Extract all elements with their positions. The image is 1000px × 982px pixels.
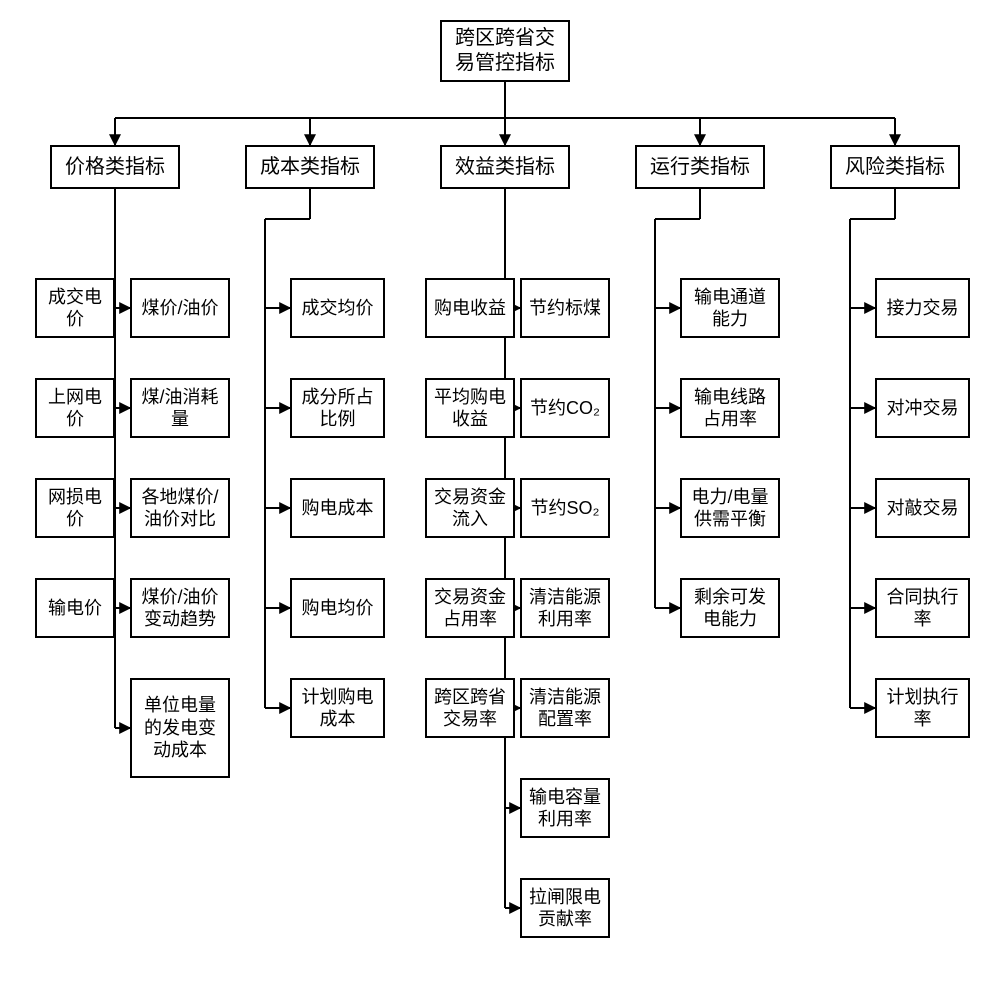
cat_cost-leaf-4: 计划购电成本	[290, 678, 385, 738]
cat_operate-leaf-0: 输电通道能力	[680, 278, 780, 338]
cat_risk-leaf-4: 计划执行率	[875, 678, 970, 738]
cat_benefit-right-2: 节约SO₂	[520, 478, 610, 538]
cat_price-right-2: 各地煤价/油价对比	[130, 478, 230, 538]
cat_benefit-right-6: 拉闸限电贡献率	[520, 878, 610, 938]
cat_cost: 成本类指标	[245, 145, 375, 189]
cat_benefit-right-3: 清洁能源利用率	[520, 578, 610, 638]
cat_benefit-left-2: 交易资金流入	[425, 478, 515, 538]
cat_price-right-0: 煤价/油价	[130, 278, 230, 338]
cat_cost-leaf-0: 成交均价	[290, 278, 385, 338]
cat_risk: 风险类指标	[830, 145, 960, 189]
cat_operate-leaf-1: 输电线路占用率	[680, 378, 780, 438]
cat_price-right-3: 煤价/油价变动趋势	[130, 578, 230, 638]
cat_benefit-right-4: 清洁能源配置率	[520, 678, 610, 738]
cat_risk-leaf-1: 对冲交易	[875, 378, 970, 438]
cat_benefit-right-1: 节约CO₂	[520, 378, 610, 438]
cat_risk-leaf-3: 合同执行率	[875, 578, 970, 638]
cat_price-left-2: 网损电价	[35, 478, 115, 538]
cat_price: 价格类指标	[50, 145, 180, 189]
cat_cost-leaf-2: 购电成本	[290, 478, 385, 538]
cat_risk-leaf-0: 接力交易	[875, 278, 970, 338]
cat_benefit-left-0: 购电收益	[425, 278, 515, 338]
cat_benefit-left-3: 交易资金占用率	[425, 578, 515, 638]
cat_operate-leaf-2: 电力/电量供需平衡	[680, 478, 780, 538]
cat_price-right-1: 煤/油消耗量	[130, 378, 230, 438]
cat_cost-leaf-3: 购电均价	[290, 578, 385, 638]
cat_benefit-right-5: 输电容量利用率	[520, 778, 610, 838]
cat_price-left-1: 上网电价	[35, 378, 115, 438]
cat_operate: 运行类指标	[635, 145, 765, 189]
cat_benefit: 效益类指标	[440, 145, 570, 189]
cat_cost-leaf-1: 成分所占比例	[290, 378, 385, 438]
cat_price-left-0: 成交电价	[35, 278, 115, 338]
cat_benefit-right-0: 节约标煤	[520, 278, 610, 338]
root-node: 跨区跨省交易管控指标	[440, 20, 570, 82]
cat_operate-leaf-3: 剩余可发电能力	[680, 578, 780, 638]
cat_price-right-4: 单位电量的发电变动成本	[130, 678, 230, 778]
cat_risk-leaf-2: 对敲交易	[875, 478, 970, 538]
cat_price-left-3: 输电价	[35, 578, 115, 638]
cat_benefit-left-4: 跨区跨省交易率	[425, 678, 515, 738]
cat_benefit-left-1: 平均购电收益	[425, 378, 515, 438]
